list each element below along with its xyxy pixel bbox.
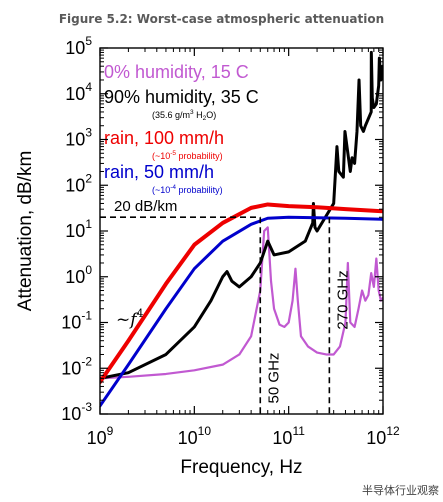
legend-note-2: (35.6 g/m3 H2O) <box>152 109 216 122</box>
plot-area <box>100 50 383 408</box>
freq-vline-label-1: 50 GHz <box>265 353 282 404</box>
x-tick-label-4: 1012 <box>366 424 400 448</box>
watermark-text: 半导体行业观察 <box>362 485 439 497</box>
slope-annotation: ~f4 <box>116 307 144 330</box>
y-axis-label: Attenuation, dB/km <box>15 151 36 312</box>
axes: 109 1010 1011 1012 10-3 10-2 10-1 100 101 102 103 1… <box>15 34 400 478</box>
y-tick-label-6: 102 <box>65 171 92 195</box>
freq-vline-label-2: 270 GHz <box>334 270 351 329</box>
figure-title: Figure 5.2: Worst-case atmospheric atten… <box>58 12 385 26</box>
legend-note-3: (~10-5 probability) <box>152 150 223 161</box>
threshold-label: 20 dB/km <box>114 198 177 215</box>
series-line-2 <box>100 50 383 380</box>
legend-entry-3: rain, 100 mm/h <box>104 128 224 148</box>
legend-entry-1: 0% humidity, 15 C <box>104 62 249 82</box>
y-tick-label-4: 100 <box>65 263 92 287</box>
x-tick-label-3: 1011 <box>272 424 305 448</box>
y-tick-label-2: 10-2 <box>61 354 92 378</box>
y-tick-label-9: 105 <box>65 34 92 58</box>
legend-note-4: (~10-4 probability) <box>152 184 223 195</box>
x-axis-label: Frequency, Hz <box>180 457 302 478</box>
y-tick-label-8: 104 <box>65 80 92 104</box>
y-tick-label-3: 10-1 <box>61 309 92 333</box>
series-line-1 <box>100 226 383 380</box>
legend: 0% humidity, 15 C 90% humidity, 35 C (35.6… <box>104 62 259 195</box>
annotations: 20 dB/km 50 GHz 270 GHz ~f4 <box>100 198 351 414</box>
y-tick-label-5: 101 <box>65 217 92 241</box>
y-tick-label-7: 103 <box>65 126 92 150</box>
x-tick-label-2: 1010 <box>178 424 212 448</box>
series-line-3 <box>100 202 383 385</box>
x-tick-label-1: 109 <box>87 424 114 448</box>
legend-entry-4: rain, 50 mm/h <box>104 162 214 182</box>
series-line-4 <box>100 215 383 408</box>
legend-entry-2: 90% humidity, 35 C <box>104 87 259 107</box>
y-tick-label-1: 10-3 <box>61 400 92 424</box>
